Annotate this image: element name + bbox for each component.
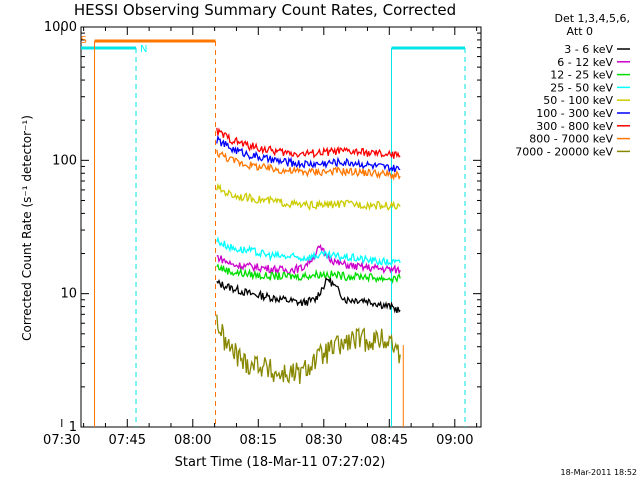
series-line: [216, 149, 401, 181]
y-tick-label: 1000: [44, 20, 77, 35]
legend-header-line2: Att 0: [567, 25, 593, 38]
legend-entry-label: 12 - 25 keV: [550, 69, 613, 82]
x-tick-label: 07:45: [109, 433, 146, 448]
legend-entry-label: 800 - 7000 keV: [529, 133, 613, 146]
x-tick-label: 08:30: [305, 433, 342, 448]
legend-entry-label: 6 - 12 keV: [557, 56, 613, 69]
y-tick-label: 100: [52, 153, 77, 168]
annotation-label: S: [81, 35, 87, 46]
legend-entry-label: 100 - 300 keV: [536, 107, 613, 120]
x-axis-label: Start Time (18-Mar-11 07:27:02): [175, 455, 386, 470]
x-tick-label: 08:15: [240, 433, 277, 448]
x-tick-label: 09:00: [436, 433, 473, 448]
y-axis: 1 10 100 1000: [44, 20, 481, 435]
attenuator-segments: SN: [81, 35, 466, 427]
legend-entry-label: 7000 - 20000 keV: [515, 145, 613, 158]
series-line: [216, 276, 401, 314]
x-tick-label: 08:45: [371, 433, 408, 448]
legend-entry-label: 25 - 50 keV: [550, 81, 613, 94]
plot-border: [80, 26, 482, 428]
chart-title: HESSI Observing Summary Count Rates, Cor…: [74, 1, 456, 19]
series-line: [216, 127, 401, 159]
legend-header-line1: Det 1,3,4,5,6,: [554, 12, 630, 25]
legend-entry-label: 50 - 100 keV: [543, 94, 613, 107]
x-tick-label: 07:30: [43, 433, 80, 448]
series-line: [216, 236, 401, 267]
y-axis-label: Corrected Count Rate (s⁻¹ detector⁻¹): [20, 115, 34, 341]
footer-timestamp: 18-Mar-2011 18:52: [561, 468, 638, 477]
x-tick-label: 08:00: [174, 433, 211, 448]
legend-entry-label: 3 - 6 keV: [564, 43, 613, 56]
plot-frame: [80, 26, 482, 428]
y-tick-label: 10: [60, 287, 77, 302]
series-line: [216, 182, 401, 212]
series-line: [216, 314, 401, 385]
y-tick-label: 1: [69, 420, 77, 435]
series-group: [216, 127, 401, 385]
series-line: [216, 263, 401, 285]
annotation-label: N: [140, 44, 147, 55]
x-axis: 07:30 07:45 08:00 08:15 08:30 08:45 09:00: [43, 27, 478, 448]
legend-entry-label: 300 - 800 keV: [536, 120, 613, 133]
series-line: [216, 134, 401, 174]
